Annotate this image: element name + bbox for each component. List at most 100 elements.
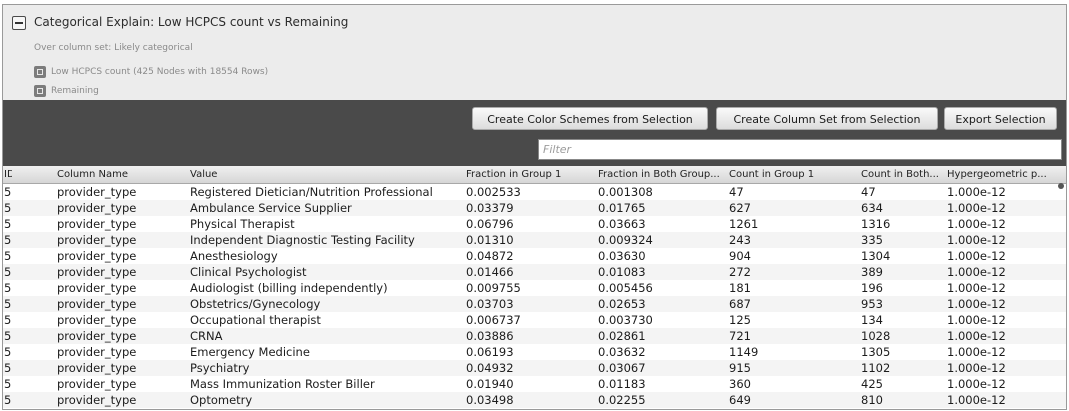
table-row[interactable]: 5 provider_type Anesthesiology 0.04872 0.036… xyxy=(3,248,1066,264)
cell-fraction-both: 0.02255 xyxy=(598,393,646,407)
column-header-fraction-group-1[interactable]: Fraction in Group 1 xyxy=(466,169,562,180)
group-2-row[interactable]: Remaining xyxy=(34,80,99,97)
node-group-icon xyxy=(34,84,46,97)
cell-id: 5 xyxy=(4,361,12,375)
cell-count-both: 1102 xyxy=(861,361,891,375)
table-body: 5 provider_type Registered Dietician/Nutri… xyxy=(3,184,1066,408)
cell-id: 5 xyxy=(4,249,12,263)
table-row[interactable]: 5 provider_type Independent Diagnostic Tes… xyxy=(3,232,1066,248)
cell-fraction-group-1: 0.06796 xyxy=(466,217,514,231)
cell-hypergeometric-p: 1.000e-12 xyxy=(947,393,1006,407)
cell-value: Mass Immunization Roster Biller xyxy=(190,377,375,391)
cell-count-group-1: 721 xyxy=(729,329,751,343)
cell-count-both: 425 xyxy=(861,377,883,391)
table-row[interactable]: 5 provider_type Registered Dietician/Nutri… xyxy=(3,184,1066,200)
cell-count-group-1: 47 xyxy=(729,185,744,199)
cell-column-name: provider_type xyxy=(57,329,137,343)
cell-column-name: provider_type xyxy=(57,297,137,311)
cell-hypergeometric-p: 1.000e-12 xyxy=(947,313,1006,327)
table-row[interactable]: 5 provider_type Physical Therapist 0.06796 0… xyxy=(3,216,1066,232)
table-row[interactable]: 5 provider_type Psychiatry 0.04932 0.03067 91… xyxy=(3,360,1066,376)
cell-value: Registered Dietician/Nutrition Professio… xyxy=(190,185,433,199)
cell-id: 5 xyxy=(4,393,12,407)
table-row[interactable]: 5 provider_type Audiologist (billing indep… xyxy=(3,280,1066,296)
table-row[interactable]: 5 provider_type Obstetrics/Gynecology 0.037… xyxy=(3,296,1066,312)
cell-count-both: 1304 xyxy=(861,249,891,263)
cell-value: CRNA xyxy=(190,329,223,343)
cell-count-both: 335 xyxy=(861,233,883,247)
cell-value: Obstetrics/Gynecology xyxy=(190,297,321,311)
table-row[interactable]: 5 provider_type Ambulance Service Supplier… xyxy=(3,200,1066,216)
column-header-value[interactable]: Value xyxy=(190,169,218,180)
cell-count-both: 810 xyxy=(861,393,883,407)
column-header-column-name[interactable]: Column Name xyxy=(57,169,128,180)
cell-count-group-1: 915 xyxy=(729,361,751,375)
cell-hypergeometric-p: 1.000e-12 xyxy=(947,345,1006,359)
cell-count-group-1: 1149 xyxy=(729,345,759,359)
column-header-id[interactable]: ID xyxy=(4,169,12,180)
scrollbar-thumb[interactable] xyxy=(1058,183,1064,189)
table-row[interactable]: 5 provider_type Emergency Medicine 0.06193 0… xyxy=(3,344,1066,360)
column-set-label: Over column set: Likely categorical xyxy=(34,43,193,53)
filter-input[interactable]: Filter xyxy=(538,139,1062,160)
export-selection-button[interactable]: Export Selection xyxy=(944,107,1057,130)
cell-value: Ambulance Service Supplier xyxy=(190,201,352,215)
column-header-count-group-1[interactable]: Count in Group 1 xyxy=(729,169,815,180)
cell-fraction-both: 0.03663 xyxy=(598,217,646,231)
cell-value: Psychiatry xyxy=(190,361,250,375)
cell-column-name: provider_type xyxy=(57,313,137,327)
column-header-hypergeometric-p[interactable]: Hypergeometric p... xyxy=(947,169,1047,180)
cell-value: Anesthesiology xyxy=(190,249,278,263)
cell-count-both: 47 xyxy=(861,185,876,199)
collapse-icon[interactable] xyxy=(12,16,26,30)
cell-column-name: provider_type xyxy=(57,281,137,295)
action-toolbar: Create Color Schemes from Selection Crea… xyxy=(3,100,1066,166)
cell-fraction-both: 0.003730 xyxy=(598,313,653,327)
column-header-fraction-both[interactable]: Fraction in Both Group... xyxy=(598,169,720,180)
cell-column-name: provider_type xyxy=(57,265,137,279)
panel-title: Categorical Explain: Low HCPCS count vs … xyxy=(34,15,349,29)
cell-id: 5 xyxy=(4,217,12,231)
panel-header: Categorical Explain: Low HCPCS count vs … xyxy=(3,5,1066,100)
cell-fraction-both: 0.01083 xyxy=(598,265,646,279)
table-row[interactable]: 5 provider_type Mass Immunization Roster B… xyxy=(3,376,1066,392)
cell-fraction-group-1: 0.03498 xyxy=(466,393,514,407)
cell-count-both: 1305 xyxy=(861,345,891,359)
cell-id: 5 xyxy=(4,265,12,279)
cell-fraction-group-1: 0.009755 xyxy=(466,281,521,295)
cell-id: 5 xyxy=(4,201,12,215)
cell-count-group-1: 360 xyxy=(729,377,751,391)
table-row[interactable]: 5 provider_type Occupational therapist 0.00… xyxy=(3,312,1066,328)
cell-count-group-1: 1261 xyxy=(729,217,759,231)
cell-value: Audiologist (billing independently) xyxy=(190,281,388,295)
cell-count-group-1: 272 xyxy=(729,265,751,279)
cell-value: Optometry xyxy=(190,393,253,407)
cell-hypergeometric-p: 1.000e-12 xyxy=(947,361,1006,375)
cell-column-name: provider_type xyxy=(57,345,137,359)
cell-column-name: provider_type xyxy=(57,377,137,391)
node-group-icon xyxy=(34,65,46,78)
cell-fraction-both: 0.01765 xyxy=(598,201,646,215)
cell-count-both: 1316 xyxy=(861,217,891,231)
column-header-count-both[interactable]: Count in Both... xyxy=(861,169,939,180)
cell-count-both: 134 xyxy=(861,313,883,327)
cell-column-name: provider_type xyxy=(57,249,137,263)
table-row[interactable]: 5 provider_type Optometry 0.03498 0.02255 649… xyxy=(3,392,1066,408)
cell-count-group-1: 627 xyxy=(729,201,751,215)
create-color-schemes-button[interactable]: Create Color Schemes from Selection xyxy=(472,107,708,130)
cell-hypergeometric-p: 1.000e-12 xyxy=(947,265,1006,279)
cell-fraction-both: 0.01183 xyxy=(598,377,646,391)
cell-hypergeometric-p: 1.000e-12 xyxy=(947,185,1006,199)
cell-count-both: 1028 xyxy=(861,329,891,343)
create-column-set-button[interactable]: Create Column Set from Selection xyxy=(716,107,938,130)
table-row[interactable]: 5 provider_type CRNA 0.03886 0.02861 721 1028 1… xyxy=(3,328,1066,344)
cell-fraction-group-1: 0.006737 xyxy=(466,313,521,327)
cell-fraction-group-1: 0.002533 xyxy=(466,185,521,199)
cell-fraction-group-1: 0.01310 xyxy=(466,233,514,247)
cell-count-both: 953 xyxy=(861,297,883,311)
cell-column-name: provider_type xyxy=(57,233,137,247)
cell-value: Physical Therapist xyxy=(190,217,295,231)
table-row[interactable]: 5 provider_type Clinical Psychologist 0.014… xyxy=(3,264,1066,280)
cell-count-both: 389 xyxy=(861,265,883,279)
group-1-row[interactable]: Low HCPCS count (425 Nodes with 18554 Ro… xyxy=(34,61,268,78)
